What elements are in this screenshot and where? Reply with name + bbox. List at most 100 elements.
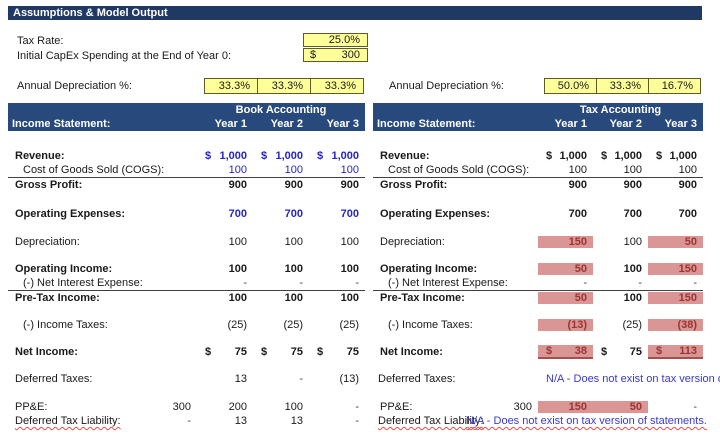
cell: 100 (228, 236, 247, 248)
cell: 100 (284, 292, 303, 304)
cell: 100 (623, 292, 642, 304)
row-label: Operating Income: (15, 263, 113, 275)
cell: 700 (340, 208, 359, 220)
cell: 100 (340, 236, 359, 248)
tax-pretax-income-row: Pre-Tax Income: 50 100 150 (373, 290, 703, 305)
cell: $1,000 (601, 150, 642, 162)
tax-opex-row: Operating Expenses: 700 700 700 (373, 207, 703, 221)
cell: - (583, 277, 587, 289)
book-dep-year2-value: 33.3% (271, 80, 303, 92)
row-label: (-) Net Interest Expense: (388, 277, 508, 289)
book-dep-year3-cell[interactable]: 33.3% (310, 78, 364, 94)
cell: 100 (228, 164, 247, 176)
cell-highlighted: 50 (593, 401, 648, 413)
tax-net-interest-row: (-) Net Interest Expense: - - - (373, 276, 703, 290)
tax-table-title: Tax Accounting (579, 104, 662, 116)
cell: - (638, 277, 642, 289)
book-net-income-row: Net Income: $75 $75 $75 (8, 345, 365, 359)
cell: $1,000 (261, 150, 303, 162)
book-table-title: Book Accounting (235, 104, 327, 116)
tax-dep-year2-cell[interactable]: 33.3% (596, 78, 649, 94)
tax-dep-year1-value: 50.0% (557, 80, 589, 92)
cell-highlighted: 50 (538, 292, 593, 304)
cell: 300 (513, 401, 532, 413)
cell: (25) (622, 319, 642, 331)
row-label: Gross Profit: (15, 179, 83, 191)
cell-highlighted: $38 (538, 345, 593, 359)
cell: - (693, 401, 697, 413)
cell: 900 (623, 179, 642, 191)
book-depreciation-row: Depreciation: 100 100 100 (8, 235, 365, 249)
capex-input-cell[interactable]: $ 300 (303, 48, 368, 62)
cell-highlighted: 50 (648, 236, 703, 248)
book-depreciation-label: Annual Depreciation %: (17, 79, 132, 92)
cell: 100 (340, 292, 359, 304)
cell: 200 (228, 401, 247, 413)
cell: $75 (601, 346, 642, 358)
tax-dep-year3-cell[interactable]: 16.7% (648, 78, 701, 94)
cell-highlighted: 150 (538, 236, 593, 248)
tax-depreciation-row: Depreciation: 150 100 50 (373, 235, 703, 249)
row-label: Revenue: (15, 150, 65, 162)
book-deferred-tax-liability-row: Deferred Tax Liability: - 13 13 - (8, 414, 365, 428)
cell: $1,000 (205, 150, 247, 162)
tax-year1-header: Year 1 (554, 118, 587, 130)
book-ppe-row: PP&E: 300 200 100 - (8, 400, 365, 414)
capex-value: 300 (341, 49, 360, 61)
row-label: Cost of Goods Sold (COGS): (388, 164, 530, 176)
cell: 100 (340, 164, 359, 176)
tax-deferred-tax-liability-row: Deferred Tax Liability: N/A - Does not e… (373, 414, 707, 428)
cell: 100 (284, 263, 303, 275)
book-dep-year1-cell[interactable]: 33.3% (204, 78, 258, 94)
cell: 900 (678, 179, 697, 191)
cell: - (299, 277, 303, 289)
cell: $75 (317, 346, 359, 358)
row-label: Depreciation: (15, 236, 80, 248)
cell: - (243, 277, 247, 289)
cell-highlighted: 150 (648, 292, 703, 304)
cell: 100 (228, 263, 247, 275)
row-label: PP&E: (380, 401, 413, 413)
cell: 300 (172, 401, 191, 413)
cell: 100 (623, 236, 642, 248)
cell: 700 (284, 208, 303, 220)
cell: 100 (623, 263, 642, 275)
book-depreciation-inputs: 33.3% 33.3% 33.3% (204, 78, 364, 94)
book-gross-profit-row: Gross Profit: 900 900 900 (8, 177, 365, 192)
book-dep-year2-cell[interactable]: 33.3% (257, 78, 311, 94)
tax-dep-year1-cell[interactable]: 50.0% (544, 78, 597, 94)
row-label: Cost of Goods Sold (COGS): (23, 164, 165, 176)
tax-year3-header: Year 3 (664, 118, 697, 130)
na-note: N/A - Does not exist on tax version of s… (546, 373, 720, 385)
row-label: Deferred Tax Liability: (378, 415, 484, 427)
tax-rate-value: 25.0% (328, 34, 360, 46)
tax-depreciation-label: Annual Depreciation %: (389, 79, 504, 92)
tax-income-taxes-row: (-) Income Taxes: (13) (25) (38) (373, 318, 703, 332)
book-income-taxes-row: (-) Income Taxes: (25) (25) (25) (8, 318, 365, 332)
row-label: Revenue: (380, 150, 430, 162)
book-dep-year3-value: 33.3% (324, 80, 356, 92)
book-revenue-row: Revenue: $1,000 $1,000 $1,000 (8, 149, 365, 163)
cell: 100 (678, 164, 697, 176)
book-operating-income-row: Operating Income: 100 100 100 (8, 262, 365, 276)
tax-net-income-row: Net Income: $38 $75 $113 (373, 345, 703, 359)
cell: 900 (568, 179, 587, 191)
cell: 700 (228, 208, 247, 220)
book-accounting-table: Book Accounting Income Statement: Year 1… (8, 103, 365, 433)
row-label: Operating Expenses: (380, 208, 491, 220)
book-pretax-income-row: Pre-Tax Income: 100 100 100 (8, 290, 365, 305)
tax-depreciation-inputs: 50.0% 33.3% 16.7% (544, 78, 701, 94)
cell-highlighted: $113 (648, 345, 703, 359)
tax-rate-input-cell[interactable]: 25.0% (303, 33, 368, 47)
cell: 100 (284, 401, 303, 413)
row-label: (-) Income Taxes: (388, 319, 473, 331)
tax-dep-year3-value: 16.7% (661, 80, 693, 92)
cell: 100 (284, 164, 303, 176)
cell: - (355, 277, 359, 289)
section-title-bar: Assumptions & Model Output (8, 6, 702, 20)
cell: 100 (340, 263, 359, 275)
tax-cogs-row: Cost of Goods Sold (COGS): 100 100 100 (373, 163, 703, 177)
book-table-header: Book Accounting Income Statement: Year 1… (8, 103, 365, 131)
row-label: (-) Net Interest Expense: (23, 277, 143, 289)
